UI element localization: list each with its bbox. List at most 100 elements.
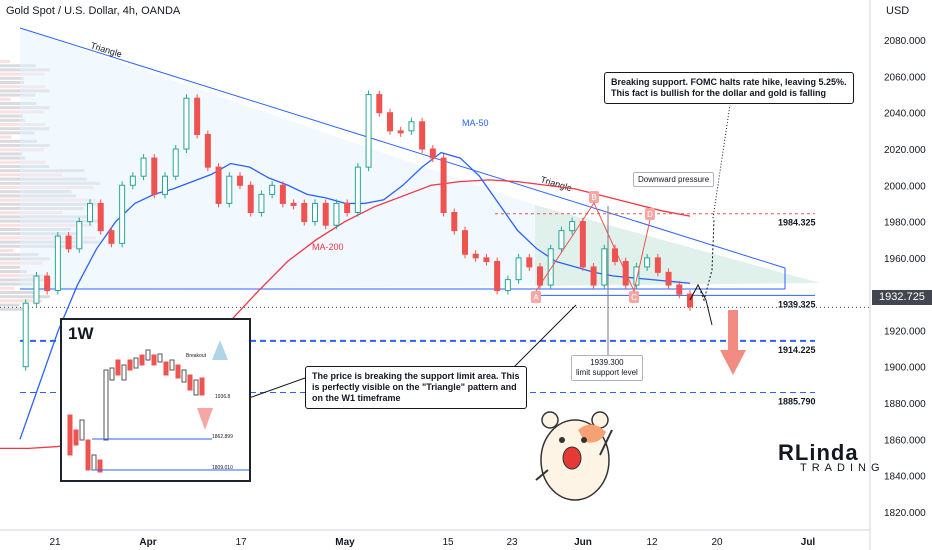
y-tick-label: 1840.000 — [884, 472, 926, 483]
inset-candle — [67, 414, 73, 456]
triangle-label-2: Triangle — [539, 174, 573, 193]
inset-candle — [103, 369, 109, 441]
volume-profile-bar — [0, 152, 23, 156]
pattern-point-marker — [589, 191, 599, 203]
candle-body — [558, 230, 565, 250]
bearish-projection — [689, 283, 713, 326]
x-tick-label: May — [335, 537, 355, 548]
candle-body — [504, 279, 511, 292]
candle-body — [65, 235, 72, 250]
candle-body — [354, 166, 361, 213]
candle-body — [269, 184, 276, 195]
volume-profile-bar — [0, 114, 23, 118]
candle-body — [87, 202, 93, 223]
candle-body — [344, 202, 351, 214]
x-tick-label: 21 — [49, 537, 61, 548]
inset-candle — [91, 454, 97, 471]
candle-body — [654, 257, 661, 273]
bullish-projection — [689, 219, 715, 302]
abcd-pattern — [535, 201, 651, 293]
volume-profile-bar — [0, 249, 14, 252]
y-tick-label: 2020.000 — [884, 145, 926, 156]
inset-level-label: 1809.010 — [212, 465, 233, 471]
inset-level-label: 1862.899 — [212, 434, 233, 440]
inset-breakout-label: Breakout — [186, 353, 207, 359]
candle-body — [279, 184, 286, 204]
volume-profile-bar — [0, 118, 25, 122]
candle-body — [54, 235, 61, 292]
candle-body — [194, 97, 201, 135]
volume-profile-bar — [0, 60, 10, 63]
candle-body — [76, 221, 83, 250]
candle-body — [247, 184, 254, 214]
inset-candle — [169, 359, 175, 371]
candle-body — [258, 193, 265, 214]
weekly-chart: 1936.8 1862.899 1809.010 Breakout — [67, 340, 249, 473]
y-tick-label: 2040.000 — [884, 109, 926, 120]
volume-profile-bar — [0, 97, 11, 101]
logo-bottom-text: TRADING — [800, 462, 885, 474]
candle-body — [633, 266, 640, 286]
candle-body — [22, 302, 29, 368]
y-tick-label: 1880.000 — [884, 399, 926, 410]
inset-candle — [181, 369, 187, 383]
downward-pressure-label: Downward pressure — [633, 172, 715, 187]
volume-profile-bar — [0, 156, 26, 160]
volume-profile-bar — [0, 139, 37, 143]
y-tick-label: 2080.000 — [884, 36, 926, 47]
candle-body — [44, 275, 51, 292]
y-tick-label: 1820.000 — [884, 508, 926, 519]
candle-body — [687, 293, 693, 308]
triangle-note-pointer — [512, 304, 577, 369]
inset-down-arrow — [197, 408, 213, 430]
inset-title: 1W — [68, 324, 94, 343]
pattern-point-label: B — [591, 193, 596, 202]
candle-body — [440, 157, 447, 213]
volume-profile-bar — [0, 76, 24, 80]
note-pointer — [712, 104, 731, 219]
candle-body — [226, 175, 233, 204]
candle-body — [612, 248, 618, 262]
logo-top-text: RLinda — [778, 440, 859, 465]
inset-candle — [139, 354, 145, 366]
y-tick-label: 2060.000 — [884, 72, 926, 83]
candle-body — [547, 248, 554, 286]
level-label: 1939.325 — [778, 299, 816, 309]
volume-profile-bar — [0, 286, 15, 290]
level-label: 1984.325 — [778, 218, 816, 228]
volume-profile-bar — [0, 102, 37, 105]
candle-body — [644, 257, 651, 268]
symbol-title: Gold Spot / U.S. Dollar, 4h, OANDA — [6, 5, 181, 17]
candle-body — [108, 230, 115, 244]
candle-body — [365, 94, 372, 168]
fomc-note: Breaking support. FOMC halts rate hike, … — [604, 72, 854, 104]
last-price-tag: 1932.725 — [872, 290, 932, 305]
currency-label: USD — [886, 5, 910, 17]
y-tick-label: 2000.000 — [884, 181, 926, 192]
volume-profile-bar — [0, 93, 36, 97]
inset-candle — [145, 349, 151, 361]
pattern-point-label: A — [533, 293, 539, 302]
inset-candle — [97, 459, 103, 473]
candle-body — [419, 121, 426, 150]
candle-body — [397, 130, 404, 134]
candle-body — [172, 148, 179, 177]
volume-profile-bar — [0, 303, 20, 307]
candle-body — [129, 175, 136, 186]
candle-body — [151, 157, 158, 195]
volume-profile-bar — [0, 270, 28, 273]
pattern-point-label: C — [631, 293, 637, 302]
candle-body — [33, 275, 40, 304]
x-tick-label: Jun — [574, 537, 592, 548]
inset-candle — [133, 357, 139, 369]
y-tick-label: 1860.000 — [884, 435, 926, 446]
volume-profile-bar — [0, 295, 50, 299]
candle-body — [494, 260, 501, 292]
candle-body — [676, 284, 683, 295]
candle-body — [140, 157, 147, 177]
ma200-label: MA-200 — [312, 242, 344, 252]
inset-candle — [79, 419, 85, 441]
down-arrow — [720, 310, 746, 375]
level-label: 1914.225 — [778, 345, 816, 355]
